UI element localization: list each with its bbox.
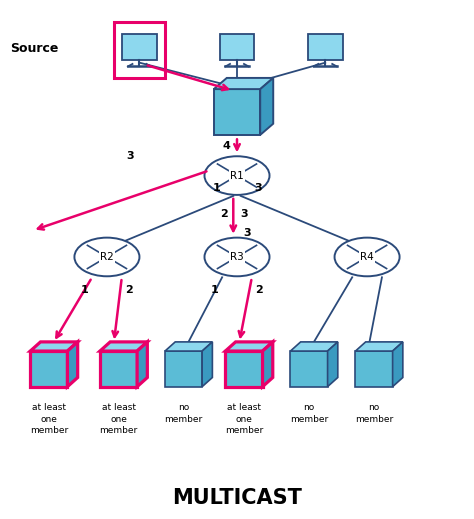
Text: no
member: no member — [355, 403, 393, 424]
Polygon shape — [214, 78, 273, 89]
Text: 3: 3 — [244, 227, 251, 238]
Text: 1: 1 — [81, 285, 89, 295]
Text: 1: 1 — [212, 183, 220, 193]
Polygon shape — [291, 342, 338, 351]
Text: Source: Source — [10, 42, 58, 55]
Polygon shape — [392, 342, 403, 387]
Polygon shape — [67, 342, 78, 387]
Polygon shape — [226, 351, 263, 387]
Text: R1: R1 — [230, 171, 244, 181]
Polygon shape — [263, 342, 273, 387]
Ellipse shape — [204, 156, 270, 195]
Polygon shape — [291, 351, 328, 387]
Polygon shape — [30, 351, 67, 387]
Polygon shape — [260, 78, 273, 135]
Polygon shape — [219, 34, 255, 60]
Polygon shape — [356, 342, 403, 351]
Text: no
member: no member — [290, 403, 328, 424]
Text: R3: R3 — [230, 252, 244, 262]
Text: 3: 3 — [127, 151, 134, 161]
Polygon shape — [328, 342, 338, 387]
Text: 2: 2 — [125, 285, 133, 295]
Polygon shape — [100, 342, 147, 351]
Polygon shape — [214, 89, 260, 135]
Polygon shape — [226, 342, 273, 351]
Polygon shape — [137, 342, 147, 387]
Text: R4: R4 — [360, 252, 374, 262]
Text: 3: 3 — [254, 183, 262, 193]
Polygon shape — [165, 342, 212, 351]
Text: 2: 2 — [220, 209, 228, 218]
Polygon shape — [122, 34, 157, 60]
Polygon shape — [165, 351, 202, 387]
Text: at least
one
member: at least one member — [30, 403, 68, 434]
Text: R2: R2 — [100, 252, 114, 262]
Text: 3: 3 — [240, 209, 248, 218]
Polygon shape — [100, 351, 137, 387]
Text: 4: 4 — [223, 141, 231, 151]
Ellipse shape — [74, 238, 139, 276]
Text: at least
one
member: at least one member — [225, 403, 263, 434]
Text: 2: 2 — [255, 285, 263, 295]
Text: MULTICAST: MULTICAST — [172, 487, 302, 508]
Ellipse shape — [204, 238, 270, 276]
Polygon shape — [308, 34, 343, 60]
Text: no
member: no member — [164, 403, 203, 424]
Text: 1: 1 — [211, 285, 219, 295]
Polygon shape — [202, 342, 212, 387]
Polygon shape — [30, 342, 78, 351]
Text: at least
one
member: at least one member — [100, 403, 137, 434]
Polygon shape — [356, 351, 392, 387]
Ellipse shape — [335, 238, 400, 276]
